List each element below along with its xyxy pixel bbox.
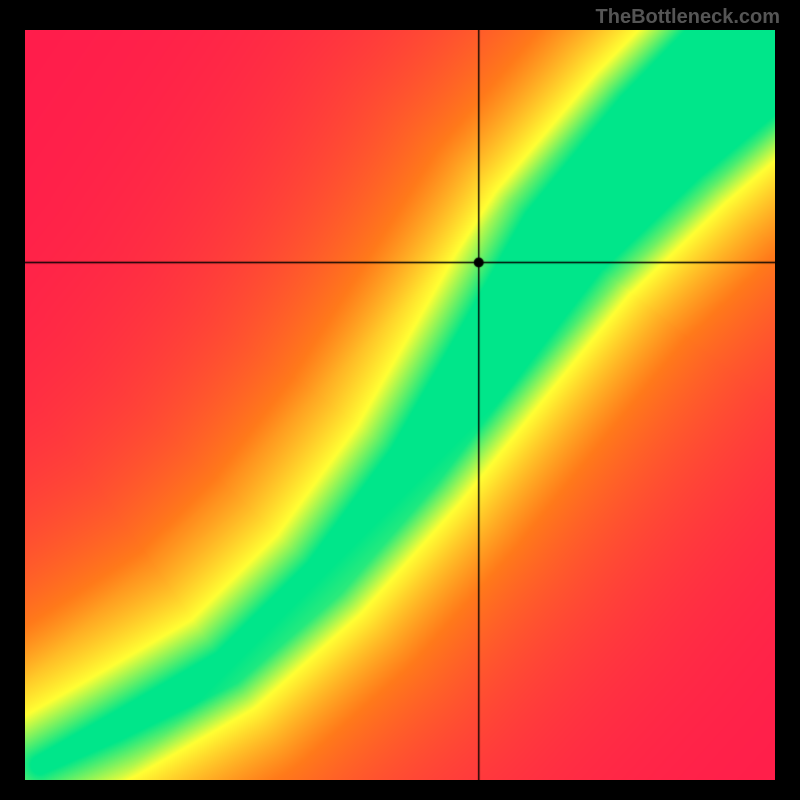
heatmap-plot [25,30,775,780]
heatmap-canvas [25,30,775,780]
chart-container: TheBottleneck.com [0,0,800,800]
watermark-text: TheBottleneck.com [596,6,780,29]
